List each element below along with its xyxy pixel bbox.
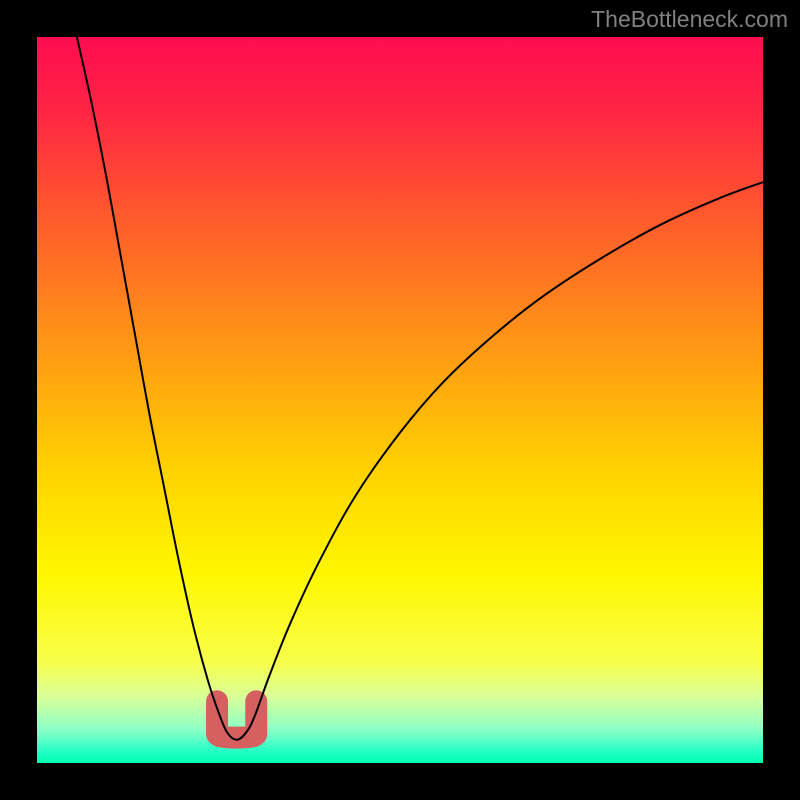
chart-svg	[37, 37, 763, 763]
bottleneck-chart	[37, 37, 763, 763]
watermark-text: TheBottleneck.com	[591, 6, 788, 33]
